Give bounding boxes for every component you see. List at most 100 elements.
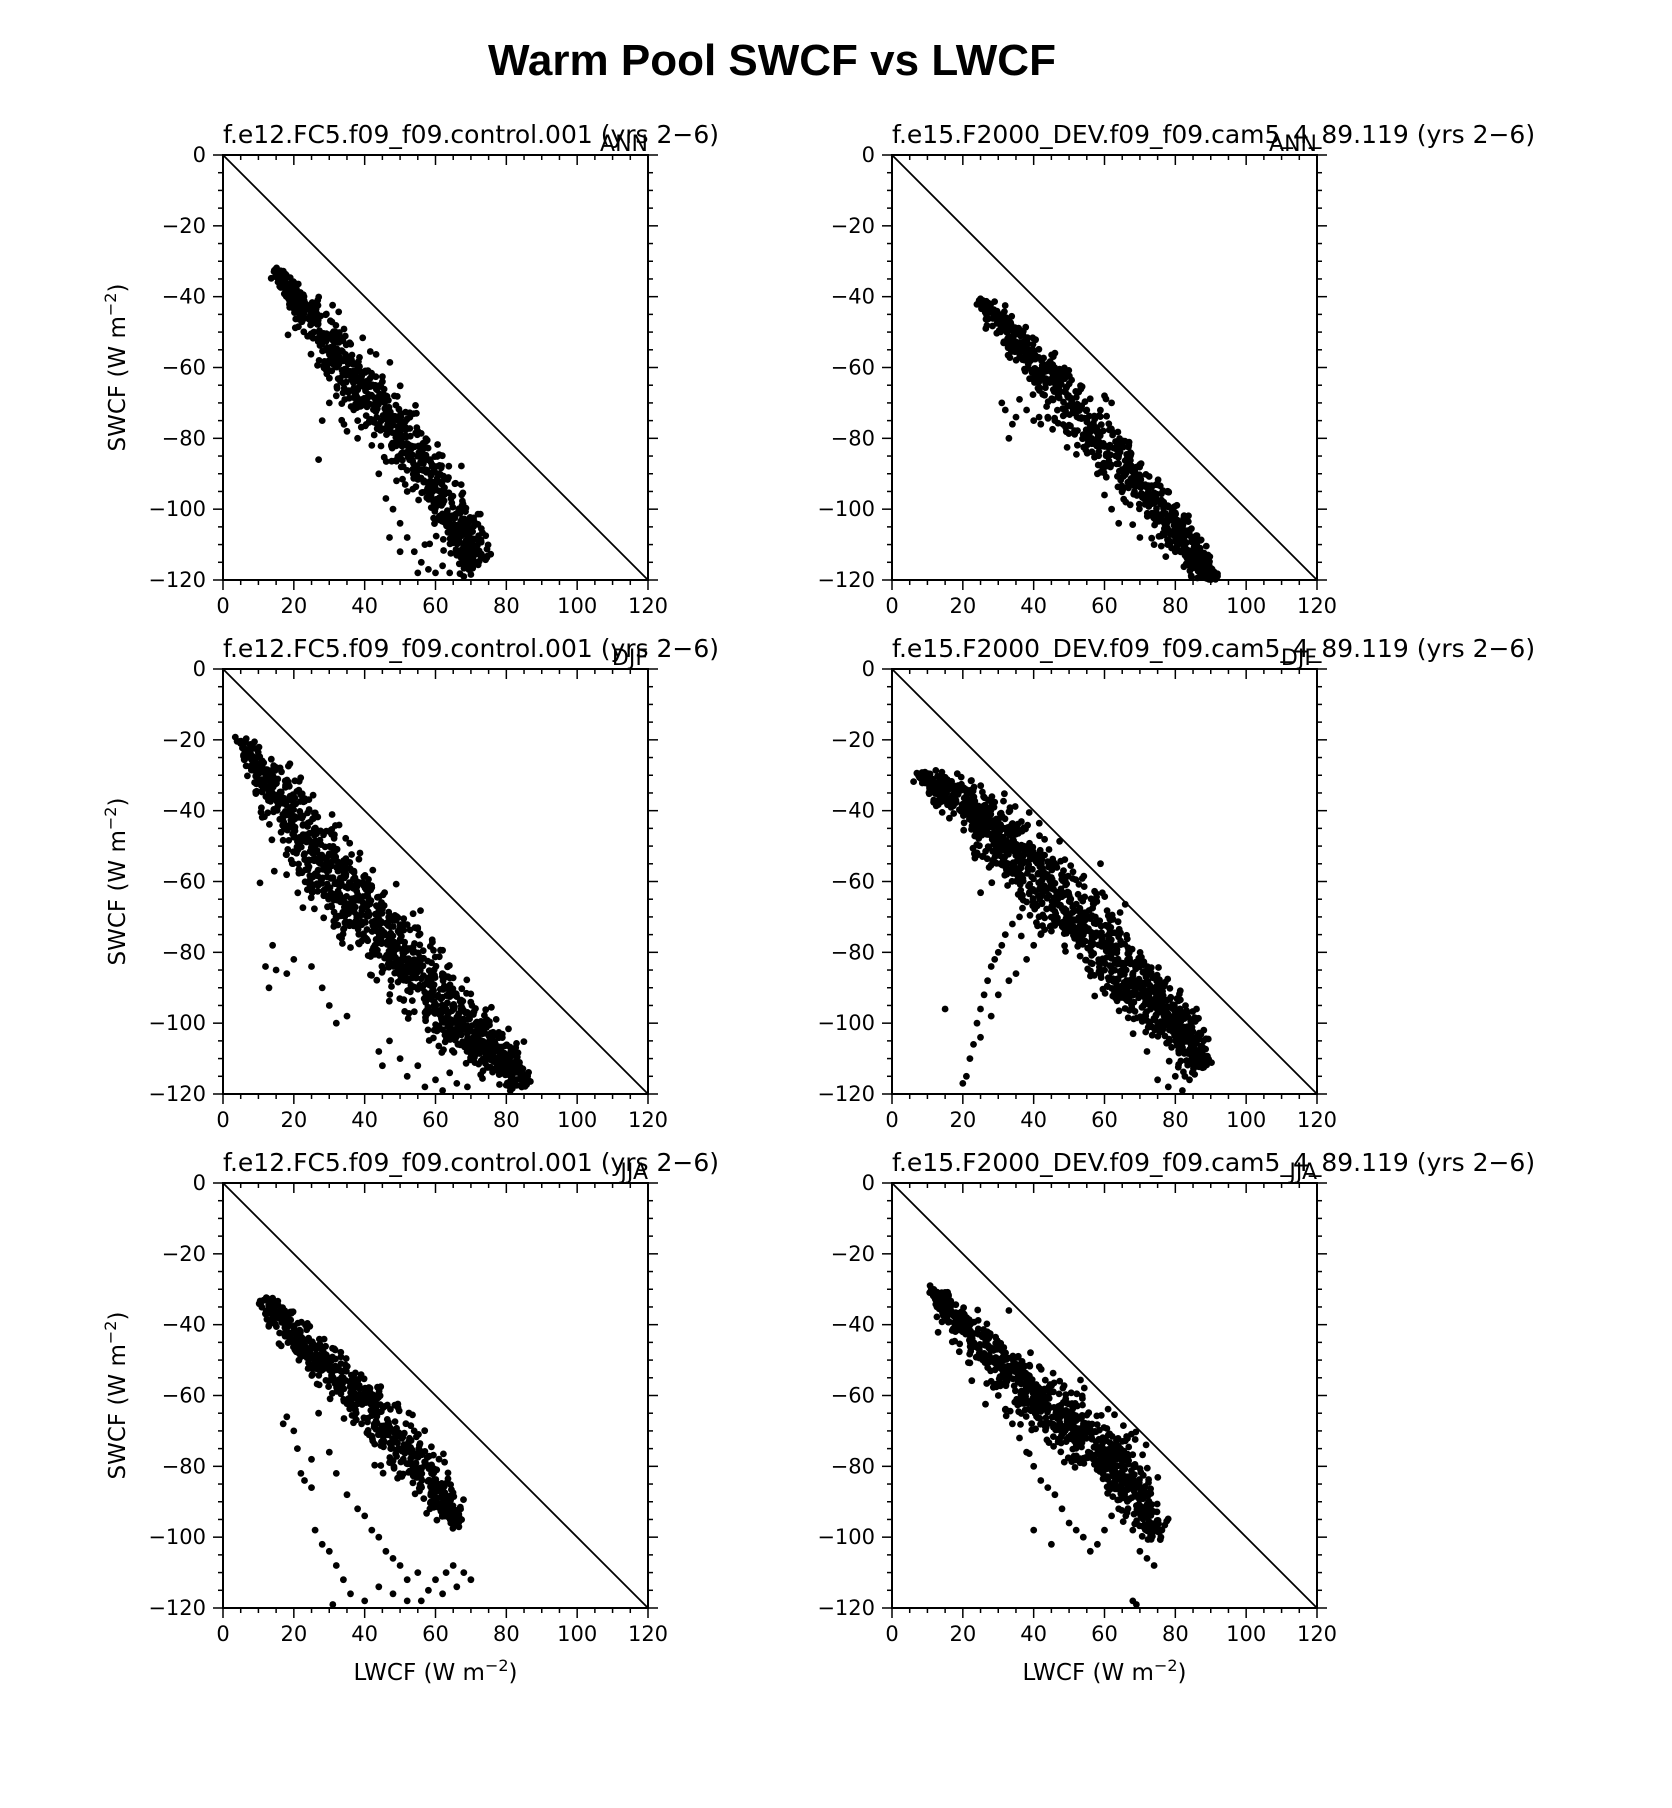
data-point (292, 315, 300, 323)
data-point (1070, 924, 1078, 932)
x-tick-label: 0 (885, 594, 898, 618)
data-point (400, 915, 408, 923)
data-point (1035, 819, 1043, 827)
data-point (1137, 460, 1144, 468)
data-point (1118, 439, 1125, 447)
data-point (300, 328, 308, 336)
data-point (1005, 808, 1013, 816)
data-point (988, 836, 996, 843)
data-point (1166, 513, 1173, 521)
data-point (270, 763, 278, 771)
scatter-points (267, 264, 495, 580)
y-tick-label: −40 (162, 799, 206, 823)
data-point (932, 767, 940, 774)
data-point (458, 515, 466, 523)
data-point (967, 777, 975, 785)
data-point (408, 997, 416, 1004)
data-point (254, 760, 262, 768)
data-point (421, 1083, 429, 1091)
data-point (364, 393, 372, 400)
data-point (444, 1018, 451, 1026)
data-point (1186, 562, 1193, 570)
data-point (1029, 895, 1037, 902)
data-point (993, 860, 1000, 867)
data-point (997, 322, 1005, 330)
data-point (1114, 473, 1121, 480)
data-point (386, 534, 393, 541)
data-point (460, 573, 468, 580)
data-point (342, 872, 350, 880)
data-point (1082, 426, 1090, 434)
data-point (1203, 1061, 1210, 1069)
data-point (446, 1036, 454, 1043)
data-point (452, 479, 459, 487)
data-point (1064, 911, 1071, 919)
data-point (1162, 553, 1170, 560)
data-point (475, 538, 483, 545)
data-point (299, 812, 307, 820)
data-point (437, 995, 445, 1003)
data-point (411, 940, 418, 947)
data-point (1017, 886, 1025, 894)
data-point (1065, 380, 1073, 388)
data-point (948, 781, 956, 789)
data-point (270, 808, 277, 816)
x-tick-label: 120 (1297, 1108, 1337, 1132)
data-point (299, 821, 307, 829)
data-point (333, 384, 341, 392)
data-point (1175, 1049, 1183, 1057)
data-point (1021, 365, 1028, 373)
data-point (1198, 1046, 1205, 1053)
data-point (440, 547, 447, 554)
data-point (932, 797, 940, 805)
data-point (440, 982, 448, 990)
data-point (1059, 412, 1067, 420)
y-tick-label: −100 (148, 1011, 206, 1035)
data-point (240, 746, 248, 754)
data-point (286, 289, 294, 297)
data-point (1001, 931, 1009, 938)
data-point (330, 908, 338, 916)
data-point (358, 396, 365, 403)
data-point (977, 1033, 984, 1041)
data-point (1086, 437, 1094, 445)
data-point (263, 766, 271, 773)
y-tick-label: −120 (817, 568, 875, 592)
data-point (467, 1027, 475, 1035)
data-point (463, 1038, 471, 1045)
y-tick-label: −60 (162, 870, 206, 894)
data-point (379, 1062, 386, 1070)
data-point (1097, 860, 1104, 868)
data-point (1039, 888, 1046, 896)
data-point (354, 417, 362, 424)
data-point (340, 384, 348, 392)
data-point (463, 1009, 471, 1016)
data-point (294, 838, 301, 845)
data-point (285, 762, 292, 770)
data-point (1104, 974, 1112, 982)
data-point (1101, 392, 1108, 400)
data-point (475, 547, 483, 555)
data-point (1193, 1005, 1200, 1013)
data-point (495, 1034, 503, 1042)
data-point (1074, 427, 1081, 434)
data-point (412, 483, 420, 491)
data-point (380, 929, 388, 936)
data-point (388, 441, 395, 449)
data-point (452, 533, 460, 540)
season-label: JJA (618, 1160, 648, 1185)
data-point (499, 1059, 506, 1066)
data-point (1073, 413, 1081, 421)
data-point (987, 1012, 995, 1020)
data-point (376, 382, 384, 389)
y-tick-label: −120 (148, 568, 206, 592)
data-point (1049, 425, 1056, 433)
data-point (387, 943, 394, 951)
data-point (288, 860, 296, 867)
data-point (1040, 882, 1048, 890)
data-point (254, 778, 262, 786)
data-point (998, 941, 1006, 949)
data-point (980, 991, 988, 999)
data-point (413, 467, 421, 475)
data-point (1128, 1001, 1135, 1009)
